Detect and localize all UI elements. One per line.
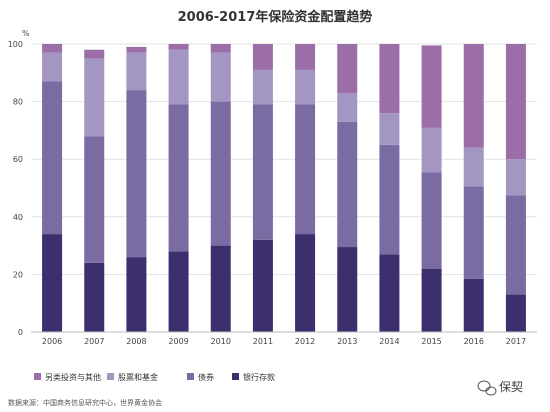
bar-segment <box>168 49 189 105</box>
bar-segment <box>379 113 400 145</box>
bar-segment <box>463 186 484 279</box>
bar-segment <box>421 268 442 332</box>
bar-segment <box>168 44 189 50</box>
bar-segment <box>295 69 316 105</box>
bars <box>42 44 526 332</box>
bar-segment <box>126 90 147 258</box>
y-tick-label: 40 <box>13 213 23 222</box>
y-tick-label: 20 <box>13 270 23 279</box>
bar-segment <box>295 234 316 332</box>
watermark: 保契 <box>477 380 523 396</box>
y-tick-label: 100 <box>8 40 23 49</box>
bar-segment <box>84 136 105 263</box>
legend-swatch <box>34 373 41 380</box>
y-tick-label: 60 <box>13 155 23 164</box>
legend-swatch <box>107 373 114 380</box>
x-tick-label: 2014 <box>379 337 399 346</box>
bar-segment <box>337 44 358 93</box>
x-tick-label: 2015 <box>421 337 441 346</box>
bar-segment <box>210 44 231 53</box>
legend-label: 债券 <box>198 372 214 382</box>
legend-swatch <box>232 373 239 380</box>
bar-segment <box>505 294 526 332</box>
bar-segment <box>168 104 189 252</box>
source-note: 数据来源：中国商务信息研究中心，世界黄金协会 <box>8 398 162 407</box>
bar-segment <box>379 254 400 332</box>
x-tick-label: 2010 <box>211 337 231 346</box>
bar-segment <box>252 44 273 70</box>
x-tick-label: 2006 <box>42 337 62 346</box>
bar-segment <box>505 44 526 160</box>
bar-segment <box>421 127 442 173</box>
y-axis-ticks: 0 20 40 60 80 100 <box>8 40 23 337</box>
bar-segment <box>126 257 147 332</box>
legend-label: 银行存款 <box>243 372 275 382</box>
bar-segment <box>505 159 526 196</box>
x-axis-ticks: 2006 2007 2008 2009 2010 2011 2012 2013 2014 2015… <box>42 337 526 346</box>
y-axis-unit-label: % <box>22 29 30 38</box>
bar-segment <box>126 52 147 91</box>
bar-segment <box>421 172 442 269</box>
bar-segment <box>252 104 273 240</box>
bar-segment <box>379 44 400 114</box>
bar-segment <box>295 104 316 235</box>
bar-segment <box>42 81 63 235</box>
bar-segment <box>421 45 442 128</box>
bar-segment <box>295 44 316 70</box>
wechat-icon <box>477 380 497 396</box>
legend-swatch <box>187 373 194 380</box>
bar-segment <box>84 49 105 59</box>
bar-segment <box>505 195 526 295</box>
x-tick-label: 2008 <box>126 337 146 346</box>
x-tick-label: 2009 <box>168 337 188 346</box>
gridlines <box>31 43 537 333</box>
bar-segment <box>379 144 400 255</box>
x-tick-label: 2017 <box>506 337 526 346</box>
legend-label: 股票和基金 <box>118 372 158 382</box>
bar-segment <box>210 245 231 332</box>
bar-segment <box>337 121 358 248</box>
bar-segment <box>337 247 358 332</box>
chart-title: 2006-2017年保险资金配置趋势 <box>178 9 373 25</box>
bar-segment <box>42 52 63 82</box>
bar-segment <box>463 278 484 332</box>
x-tick-label: 2013 <box>337 337 357 346</box>
bar-segment <box>42 44 63 53</box>
bar-segment <box>252 239 273 332</box>
bar-segment <box>42 234 63 332</box>
x-tick-label: 2016 <box>464 337 484 346</box>
bar-segment <box>126 46 147 53</box>
y-tick-label: 0 <box>18 328 23 337</box>
y-tick-label: 80 <box>13 98 23 107</box>
bar-segment <box>210 52 231 102</box>
bar-segment <box>210 101 231 246</box>
legend: 另类投资与其他 股票和基金 债券 银行存款 <box>34 372 275 382</box>
bar-segment <box>84 58 105 137</box>
watermark-text: 保契 <box>499 380 523 394</box>
bar-segment <box>84 262 105 332</box>
bar-segment <box>463 44 484 148</box>
x-tick-label: 2012 <box>295 337 315 346</box>
bar-segment <box>337 92 358 122</box>
x-tick-label: 2011 <box>253 337 273 346</box>
bar-segment <box>168 251 189 332</box>
legend-label: 另类投资与其他 <box>45 372 101 382</box>
x-tick-label: 2007 <box>84 337 104 346</box>
bar-segment <box>252 69 273 105</box>
bar-segment <box>463 147 484 187</box>
